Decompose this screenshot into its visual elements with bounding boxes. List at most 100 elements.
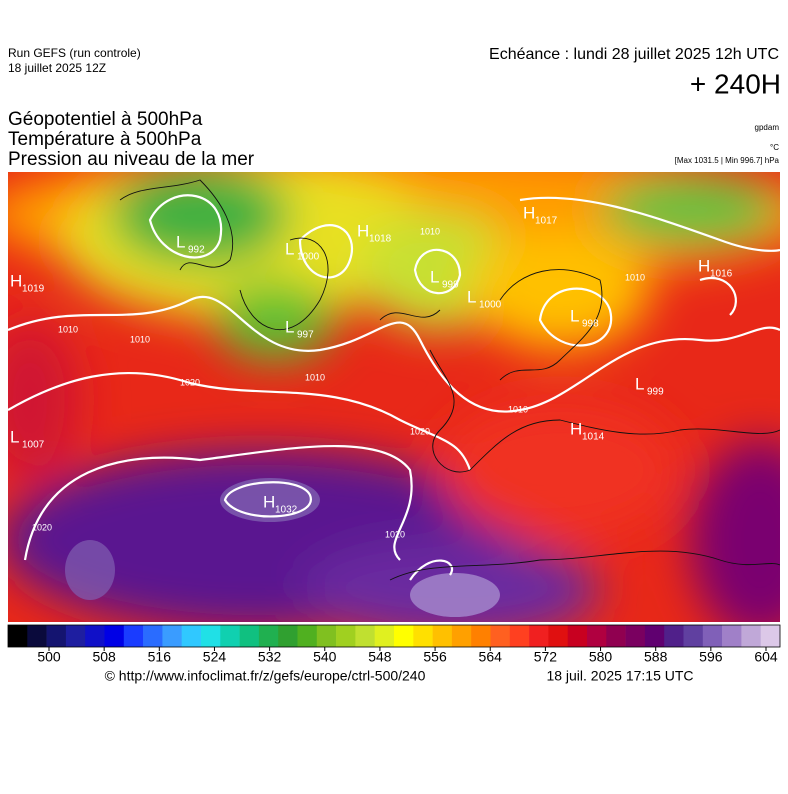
isobar-label: 1010: [420, 226, 440, 236]
pressure-center-value: 1000: [479, 300, 502, 311]
colorbar: 500 508 516 524 532 540 548 556 564 572 580 588 596 6…: [7, 624, 781, 665]
pressure-center-value: 1032: [275, 505, 298, 516]
pressure-center-value: 1000: [297, 252, 320, 263]
isobar-label: 1010: [305, 372, 325, 382]
colorbar-swatch: [258, 625, 279, 647]
isobar-label: 1020: [180, 377, 200, 387]
colorbar-swatch: [451, 625, 472, 647]
colorbar-swatch: [722, 625, 742, 647]
colorbar-swatch: [509, 625, 530, 647]
colorbar-swatch: [413, 625, 433, 647]
colorbar-tick-label: 540: [313, 649, 337, 665]
lead-time: + 240H: [690, 68, 781, 99]
colorbar-tick-label: 548: [368, 649, 392, 665]
colorbar-tick-label: 580: [589, 649, 613, 665]
colorbar-swatch: [374, 625, 395, 647]
colorbar-tick-label: 516: [148, 649, 172, 665]
isobar-label: 1020: [32, 522, 52, 532]
colorbar-swatch: [529, 625, 549, 647]
colorbar-swatch: [336, 625, 356, 647]
colorbar-swatch: [760, 625, 781, 647]
colorbar-swatch: [471, 625, 491, 647]
colorbar-tick-label: 572: [534, 649, 558, 665]
colorbar-swatch: [104, 625, 125, 647]
pressure-center-value: 999: [647, 387, 664, 398]
colorbar-swatch: [8, 625, 28, 647]
pressure-center-value: 1019: [22, 284, 45, 295]
isobar-label: 1010: [58, 324, 78, 334]
pressure-range: [Max 1031.5 | Min 996.7] hPa: [675, 156, 780, 165]
colorbar-swatch: [143, 625, 163, 647]
pressure-center-type: H: [698, 256, 710, 275]
colorbar-swatch: [239, 625, 260, 647]
colorbar-swatch: [741, 625, 761, 647]
pressure-center-value: 992: [188, 245, 205, 256]
colorbar-swatch: [490, 625, 511, 647]
field-title: Température à 500hPa: [8, 129, 202, 150]
isobar-label: 1010: [625, 272, 645, 282]
colorbar-tick-label: 524: [203, 649, 227, 665]
colorbar-swatch: [316, 625, 337, 647]
source-url: © http://www.infoclimat.fr/z/gefs/europe…: [105, 668, 426, 684]
colorbar-swatch: [644, 625, 665, 647]
pressure-center-type: L: [635, 374, 644, 393]
pressure-center-value: 1018: [369, 234, 392, 245]
pressure-center-type: L: [285, 317, 294, 336]
field-title: Géopotentiel à 500hPa: [8, 109, 203, 130]
pressure-center-type: L: [10, 427, 19, 446]
colorbar-swatch: [297, 625, 318, 647]
colorbar-swatch: [625, 625, 646, 647]
pressure-center-value: 998: [582, 319, 599, 330]
colorbar-tick-label: 532: [258, 649, 282, 665]
pressure-center-type: L: [176, 232, 185, 251]
pressure-center-value: 999: [442, 280, 459, 291]
pressure-center-type: H: [357, 221, 369, 240]
run-date: 18 juillet 2025 12Z: [8, 61, 106, 75]
valid-time: Echéance : lundi 28 juillet 2025 12h UTC: [489, 46, 779, 63]
pressure-center-type: L: [467, 287, 476, 306]
colorbar-swatch: [432, 625, 453, 647]
pressure-center-type: L: [430, 267, 439, 286]
colorbar-swatch: [220, 625, 240, 647]
pressure-center-value: 1007: [22, 440, 45, 451]
field-title: Pression au niveau de la mer: [8, 149, 255, 170]
colorbar-swatch: [278, 625, 298, 647]
pressure-center-type: H: [10, 271, 22, 290]
pressure-center-value: 1017: [535, 216, 558, 227]
colorbar-tick-label: 604: [754, 649, 778, 665]
pressure-center-value: 1014: [582, 432, 605, 443]
colorbar-swatch: [606, 625, 626, 647]
colorbar-swatch: [162, 625, 182, 647]
colorbar-tick-label: 564: [479, 649, 503, 665]
colorbar-tick-label: 500: [37, 649, 61, 665]
colorbar-swatch: [85, 625, 105, 647]
colorbar-swatch: [548, 625, 568, 647]
colorbar-tick-label: 588: [644, 649, 668, 665]
isobar-label: 1010: [508, 404, 528, 414]
colorbar-swatch: [567, 625, 588, 647]
generated-time: 18 juil. 2025 17:15 UTC: [546, 668, 693, 684]
colorbar-tick-label: 508: [92, 649, 116, 665]
colorbar-swatch: [664, 625, 684, 647]
pressure-center-value: 1016: [710, 269, 733, 280]
colorbar-swatch: [201, 625, 221, 647]
isobar-label: 1010: [130, 334, 150, 344]
pressure-center-value: 997: [297, 330, 314, 341]
colorbar-swatch: [46, 625, 67, 647]
unit-label: °C: [770, 143, 779, 152]
colorbar-swatch: [27, 625, 47, 647]
pressure-center-type: H: [523, 203, 535, 222]
isobar-label: 1020: [410, 426, 430, 436]
pressure-center-type: L: [285, 239, 294, 258]
colorbar-swatch: [181, 625, 202, 647]
colorbar-swatch: [702, 625, 723, 647]
colorbar-swatch: [65, 625, 86, 647]
unit-label: gpdam: [755, 123, 780, 132]
colorbar-swatch: [394, 625, 414, 647]
colorbar-swatch: [355, 625, 375, 647]
isobar-label: 1020: [385, 529, 405, 539]
run-label: Run GEFS (run controle): [8, 46, 141, 60]
colorbar-tick-label: 556: [423, 649, 447, 665]
